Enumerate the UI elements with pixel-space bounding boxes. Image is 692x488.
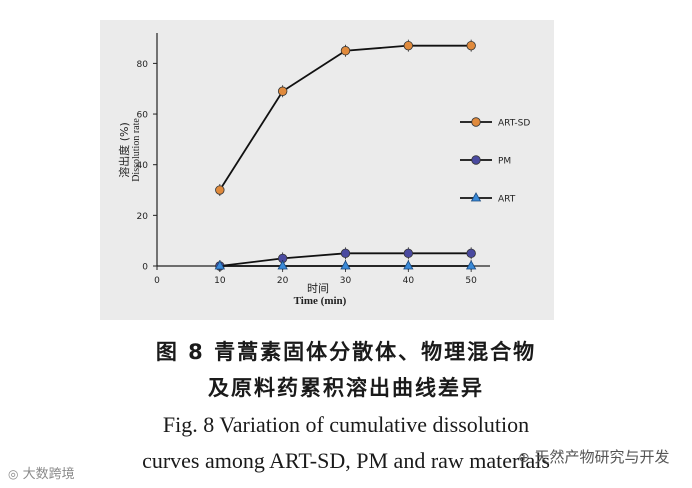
data-point-art-sd bbox=[215, 185, 225, 195]
x-axis-label-zh: 时间 bbox=[307, 282, 329, 295]
caption-en-line2: curves among ART-SD, PM and raw material… bbox=[142, 448, 550, 473]
x-tick-label: 0 bbox=[154, 276, 160, 286]
y-axis-label-zh: 溶出度 (%) bbox=[117, 122, 131, 178]
caption-en-line1: Fig. 8 Variation of cumulative dissoluti… bbox=[162, 412, 530, 437]
watermark-left-text: 大数跨境 bbox=[22, 467, 75, 482]
legend-marker-pm bbox=[471, 155, 481, 165]
legend-label-pm: PM bbox=[498, 157, 511, 167]
data-point-art bbox=[277, 260, 288, 270]
watermark-right-text: 天然产物研究与开发 bbox=[534, 448, 670, 466]
y-tick-label: 40 bbox=[137, 161, 149, 171]
y-axis-label-en: Dissolution rate bbox=[131, 118, 142, 182]
data-point-art bbox=[403, 260, 414, 270]
x-axis-label-en: Time (min) bbox=[294, 295, 347, 307]
data-point-art-sd bbox=[466, 40, 476, 51]
y-tick-label: 20 bbox=[137, 212, 149, 222]
data-point-pm bbox=[466, 248, 476, 259]
y-tick-label: 0 bbox=[142, 263, 148, 273]
data-point-art bbox=[214, 260, 226, 270]
data-point-art-sd bbox=[340, 46, 351, 56]
y-tick-label: 80 bbox=[137, 60, 149, 70]
y-tick-label: 60 bbox=[137, 111, 149, 121]
wechat-icon: ⊕ bbox=[518, 450, 530, 466]
x-tick-label: 10 bbox=[214, 276, 226, 286]
data-point-art bbox=[340, 260, 351, 270]
x-tick-label: 20 bbox=[277, 276, 289, 286]
caption-zh-line2: 及原料药累积溶出曲线差异 bbox=[208, 376, 484, 400]
data-point-art bbox=[465, 260, 477, 270]
dissolution-chart: 0 20 40 60 80 0 10 20 30 40 50 ART-SD PM ART 溶出度 (%)… bbox=[100, 20, 554, 320]
data-point-pm bbox=[403, 248, 414, 259]
legend-label-art-sd: ART-SD bbox=[498, 119, 530, 129]
watermark-logo-icon: ◎ bbox=[8, 467, 19, 481]
data-point-art-sd bbox=[277, 86, 288, 96]
data-point-art-sd bbox=[403, 40, 414, 51]
legend-marker-art bbox=[470, 192, 482, 202]
legend-marker-art-sd bbox=[471, 117, 481, 127]
legend-label-art: ART bbox=[498, 195, 516, 205]
chart-panel bbox=[100, 20, 554, 320]
data-point-pm bbox=[340, 248, 351, 259]
x-tick-label: 30 bbox=[340, 276, 352, 286]
watermark-left: ◎ 大数跨境 bbox=[8, 463, 75, 482]
watermark-right: ⊕ 天然产物研究与开发 bbox=[518, 446, 670, 467]
caption-zh-line1: 图 8 青蒿素固体分散体、物理混合物 bbox=[155, 340, 537, 364]
x-tick-label: 50 bbox=[465, 276, 477, 286]
x-tick-label: 40 bbox=[403, 276, 415, 286]
